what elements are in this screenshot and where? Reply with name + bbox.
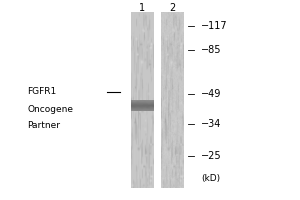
Text: −49: −49 <box>201 89 221 99</box>
Text: −25: −25 <box>201 151 222 161</box>
Text: (kD): (kD) <box>201 174 220 182</box>
Text: FGFR1: FGFR1 <box>27 88 56 97</box>
Text: −34: −34 <box>201 119 221 129</box>
Text: Partner: Partner <box>27 121 60 130</box>
Text: 1: 1 <box>140 3 146 13</box>
Text: 2: 2 <box>169 3 175 13</box>
Text: −117: −117 <box>201 21 228 31</box>
Text: Oncogene: Oncogene <box>27 104 73 114</box>
Text: −85: −85 <box>201 45 221 55</box>
